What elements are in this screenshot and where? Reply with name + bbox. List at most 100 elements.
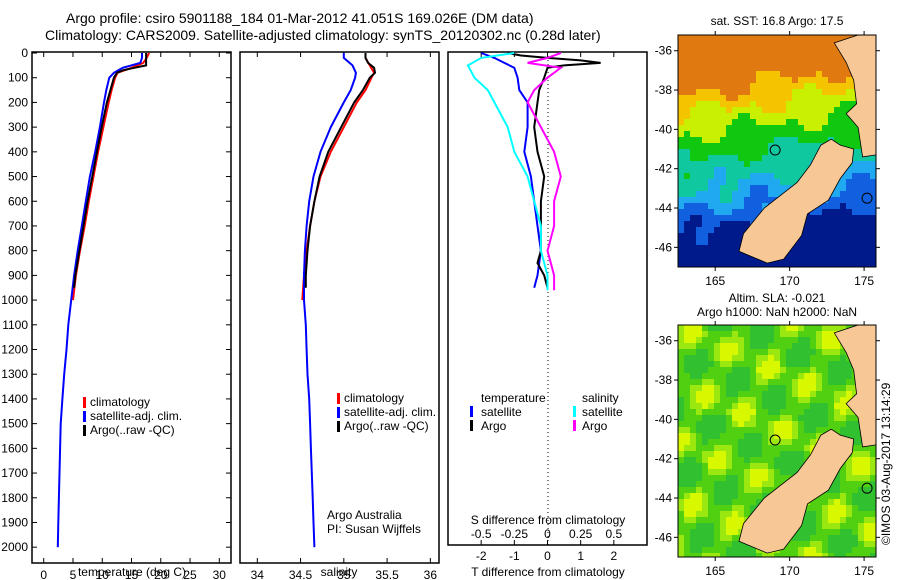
heatmap-cell bbox=[714, 95, 720, 101]
heatmap-cell bbox=[696, 257, 702, 263]
heatmap-cell bbox=[780, 463, 786, 469]
heatmap-cell bbox=[732, 445, 738, 451]
heatmap-cell bbox=[804, 535, 810, 541]
heatmap-cell bbox=[750, 457, 756, 463]
heatmap-cell bbox=[870, 463, 876, 469]
heatmap-cell bbox=[708, 541, 714, 547]
heatmap-cell bbox=[726, 325, 732, 331]
heatmap-cell bbox=[708, 337, 714, 343]
heatmap-cell bbox=[738, 397, 744, 403]
heatmap-cell bbox=[756, 41, 762, 47]
heatmap-cell bbox=[696, 233, 702, 239]
heatmap-cell bbox=[786, 107, 792, 113]
heatmap-cell bbox=[702, 457, 708, 463]
heatmap-cell bbox=[690, 185, 696, 191]
heatmap-cell bbox=[828, 355, 834, 361]
heatmap-cell bbox=[780, 397, 786, 403]
heatmap-cell bbox=[828, 511, 834, 517]
heatmap-cell bbox=[840, 95, 846, 101]
heatmap-cell bbox=[768, 197, 774, 203]
heatmap-cell bbox=[828, 373, 834, 379]
heatmap-cell bbox=[678, 541, 684, 547]
heatmap-cell bbox=[864, 203, 870, 209]
heatmap-cell bbox=[726, 553, 732, 557]
heatmap-cell bbox=[720, 415, 726, 421]
heatmap-cell bbox=[786, 343, 792, 349]
heatmap-cell bbox=[702, 499, 708, 505]
heatmap-cell bbox=[840, 215, 846, 221]
heatmap-cell bbox=[678, 131, 684, 137]
legend-swatch-satellite bbox=[337, 407, 340, 418]
heatmap-cell bbox=[780, 137, 786, 143]
heatmap-cell bbox=[786, 257, 792, 263]
heatmap-cell bbox=[864, 457, 870, 463]
heatmap-cell bbox=[804, 251, 810, 257]
heatmap-cell bbox=[732, 475, 738, 481]
heatmap-cell bbox=[738, 155, 744, 161]
heatmap-cell bbox=[816, 251, 822, 257]
heatmap-cell bbox=[816, 125, 822, 131]
heatmap-cell bbox=[762, 463, 768, 469]
heatmap-cell bbox=[678, 451, 684, 457]
heatmap-cell bbox=[798, 547, 804, 553]
heatmap-cell bbox=[810, 95, 816, 101]
heatmap-cell bbox=[840, 523, 846, 529]
heatmap-cell bbox=[738, 493, 744, 499]
heatmap-cell bbox=[732, 355, 738, 361]
heatmap-cell bbox=[852, 131, 858, 137]
heatmap-cell bbox=[810, 119, 816, 125]
heatmap-cell bbox=[720, 119, 726, 125]
heatmap-cell bbox=[738, 215, 744, 221]
heatmap-cell bbox=[732, 535, 738, 541]
heatmap-cell bbox=[792, 541, 798, 547]
heatmap-cell bbox=[756, 107, 762, 113]
heatmap-cell bbox=[768, 469, 774, 475]
heatmap-cell bbox=[834, 185, 840, 191]
heatmap-cell bbox=[714, 113, 720, 119]
heatmap-cell bbox=[780, 185, 786, 191]
heatmap-cell bbox=[696, 239, 702, 245]
heatmap-cell bbox=[684, 185, 690, 191]
heatmap-cell bbox=[684, 227, 690, 233]
heatmap-cell bbox=[732, 403, 738, 409]
heatmap-cell bbox=[756, 439, 762, 445]
heatmap-cell bbox=[714, 355, 720, 361]
heatmap-cell bbox=[858, 481, 864, 487]
heatmap-cell bbox=[708, 523, 714, 529]
heatmap-cell bbox=[750, 373, 756, 379]
y-tick-label: 100 bbox=[8, 71, 28, 85]
heatmap-cell bbox=[762, 179, 768, 185]
heatmap-cell bbox=[726, 155, 732, 161]
heatmap-cell bbox=[852, 125, 858, 131]
heatmap-cell bbox=[816, 523, 822, 529]
lat-tick-label: -42 bbox=[655, 162, 673, 176]
heatmap-cell bbox=[684, 397, 690, 403]
heatmap-cell bbox=[756, 197, 762, 203]
heatmap-cell bbox=[678, 77, 684, 83]
heatmap-cell bbox=[822, 523, 828, 529]
heatmap-cell bbox=[684, 161, 690, 167]
lat-tick-label: -40 bbox=[655, 122, 673, 136]
heatmap-cell bbox=[708, 385, 714, 391]
heatmap-cell bbox=[702, 131, 708, 137]
heatmap-cell bbox=[708, 257, 714, 263]
heatmap-cell bbox=[690, 215, 696, 221]
heatmap-cell bbox=[816, 35, 822, 41]
heatmap-cell bbox=[804, 215, 810, 221]
heatmap-cell bbox=[852, 245, 858, 251]
heatmap-cell bbox=[678, 41, 684, 47]
heatmap-cell bbox=[786, 59, 792, 65]
heatmap-cell bbox=[732, 83, 738, 89]
heatmap-cell bbox=[780, 433, 786, 439]
heatmap-cell bbox=[738, 415, 744, 421]
heatmap-cell bbox=[720, 77, 726, 83]
heatmap-cell bbox=[732, 215, 738, 221]
heatmap-cell bbox=[786, 463, 792, 469]
heatmap-cell bbox=[678, 221, 684, 227]
heatmap-cell bbox=[678, 197, 684, 203]
heatmap-cell bbox=[804, 523, 810, 529]
heatmap-cell bbox=[702, 553, 708, 557]
heatmap-cell bbox=[762, 53, 768, 59]
heatmap-cell bbox=[780, 119, 786, 125]
y-tick-label: 1100 bbox=[2, 318, 28, 332]
